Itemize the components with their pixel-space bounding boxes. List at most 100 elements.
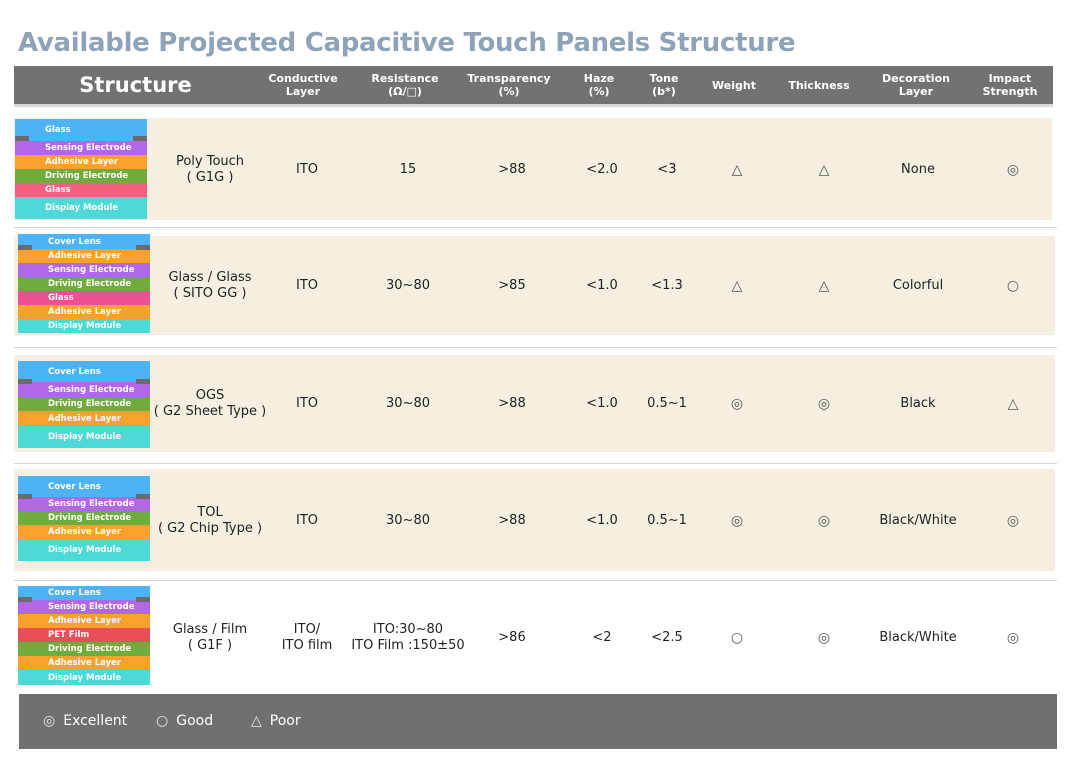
edge-mark-right <box>136 597 150 602</box>
cell-resistance: 15 <box>399 162 417 177</box>
header-decoration: Decoration Layer <box>882 72 950 98</box>
legend-good-label: Good <box>176 713 214 729</box>
cell-impact: ◎ <box>1006 513 1020 529</box>
edge-mark-right <box>133 136 147 141</box>
cell-weight: ○ <box>730 630 744 646</box>
cell-weight: △ <box>731 278 743 294</box>
edge-mark-right <box>136 379 150 384</box>
table-row <box>14 355 1055 452</box>
cell-tone: <3 <box>657 162 677 177</box>
header-transparency: Transparency (%) <box>467 72 551 98</box>
layer-stack-diagram: Cover Lens Sensing Electrode Driving Elect… <box>18 476 150 561</box>
layer-adhesive-layer: Adhesive Layer <box>15 155 147 169</box>
cell-name: OGS ( G2 Sheet Type ) <box>153 388 267 419</box>
layer-sensing-electrode: Sensing Electrode <box>15 141 147 155</box>
cell-tone: 0.5~1 <box>647 396 687 411</box>
cell-transparency: >85 <box>498 278 526 293</box>
layer-driving-electrode: Driving Electrode <box>18 397 150 411</box>
cell-name: Glass / Film ( G1F ) <box>172 622 248 653</box>
layer-driving-electrode: Driving Electrode <box>15 169 147 183</box>
cell-tone: <2.5 <box>651 630 683 645</box>
layer-cover-lens: Cover Lens <box>18 586 150 600</box>
header-resistance: Resistance (Ω/□) <box>371 72 439 98</box>
cell-decoration: Colorful <box>892 278 944 293</box>
cell-weight: △ <box>731 162 743 178</box>
layer-sensing-electrode: Sensing Electrode <box>18 382 150 397</box>
cell-transparency: >86 <box>498 630 526 645</box>
legend-excellent-label: Excellent <box>63 713 128 729</box>
layer-sensing-electrode: Sensing Electrode <box>18 600 150 614</box>
excellent-icon: ◎ <box>43 713 56 729</box>
cell-tone: <1.3 <box>651 278 683 293</box>
cell-conductive: ITO <box>295 278 319 293</box>
cell-decoration: Black/White <box>879 513 957 528</box>
layer-driving-electrode: Driving Electrode <box>18 511 150 525</box>
cell-resistance: 30~80 <box>386 278 430 293</box>
poor-icon: △ <box>251 713 262 729</box>
layer-adhesive-layer: Adhesive Layer <box>18 305 150 319</box>
header-conductive: Conductive Layer <box>268 72 338 98</box>
cell-thickness: ◎ <box>817 396 831 412</box>
layer-driving-electrode: Driving Electrode <box>18 642 150 656</box>
cell-thickness: △ <box>818 278 830 294</box>
cell-haze: <2.0 <box>586 162 618 177</box>
layer-display-module: Display Module <box>18 426 150 448</box>
row-divider <box>14 580 1057 581</box>
table-header: Structure Conductive Layer Resistance (Ω… <box>14 66 1053 107</box>
layer-cover-lens: Cover Lens <box>18 361 150 382</box>
layer-display-module: Display Module <box>15 197 147 219</box>
layer-cover-lens: Cover Lens <box>18 234 150 249</box>
cell-conductive: ITO <box>295 396 319 411</box>
cell-thickness: ◎ <box>817 513 831 529</box>
cell-haze: <1.0 <box>586 396 618 411</box>
layer-cover-lens: Cover Lens <box>18 476 150 497</box>
cell-haze: <1.0 <box>586 278 618 293</box>
layer-driving-electrode: Driving Electrode <box>18 277 150 291</box>
cell-thickness: ◎ <box>817 630 831 646</box>
edge-mark-left <box>18 494 32 499</box>
layer-stack-diagram: Glass Sensing Electrode Adhesive Layer Driv… <box>15 119 147 219</box>
layer-glass: Glass <box>18 291 150 305</box>
layer-adhesive-layer: Adhesive Layer <box>18 411 150 426</box>
cell-conductive: ITO <box>295 162 319 177</box>
row-divider <box>14 347 1057 348</box>
layer-adhesive-layer: Adhesive Layer <box>18 525 150 539</box>
table-row <box>14 469 1055 571</box>
layer-glass: Glass <box>15 183 147 197</box>
row-divider <box>14 463 1057 464</box>
cell-haze: <1.0 <box>586 513 618 528</box>
layer-display-module: Display Module <box>18 670 150 685</box>
edge-mark-left <box>18 379 32 384</box>
cell-transparency: >88 <box>498 162 526 177</box>
good-icon: ○ <box>156 713 169 729</box>
edge-mark-left <box>15 136 29 141</box>
cell-impact: ◎ <box>1006 162 1020 178</box>
legend-excellent: ◎ Excellent <box>43 713 127 729</box>
layer-stack-diagram: Cover Lens Sensing Electrode Driving Elect… <box>18 361 150 448</box>
cell-conductive: ITO <box>295 513 319 528</box>
layer-stack-diagram: Cover Lens Sensing Electrode Adhesive Laye… <box>18 586 150 685</box>
table-row <box>14 118 1052 220</box>
cell-decoration: None <box>901 162 935 177</box>
layer-pet-film: PET Film <box>18 628 150 642</box>
cell-resistance: 30~80 <box>386 513 430 528</box>
table-row <box>14 236 1055 335</box>
cell-haze: <2 <box>592 630 612 645</box>
legend-poor: △ Poor <box>251 713 301 729</box>
header-impact: Impact Strength <box>982 72 1038 98</box>
edge-mark-left <box>18 597 32 602</box>
edge-mark-right <box>136 245 150 250</box>
cell-resistance: ITO:30~80 ITO Film :150±50 <box>351 622 465 653</box>
legend-poor-label: Poor <box>269 713 301 729</box>
cell-impact: ◎ <box>1006 630 1020 646</box>
cell-name: TOL ( G2 Chip Type ) <box>157 505 263 536</box>
cell-weight: ◎ <box>730 396 744 412</box>
page-title: Available Projected Capacitive Touch Pan… <box>18 28 796 58</box>
cell-thickness: △ <box>818 162 830 178</box>
header-haze: Haze (%) <box>583 72 615 98</box>
cell-impact: ○ <box>1006 278 1020 294</box>
header-thickness: Thickness <box>788 78 850 92</box>
layer-glass: Glass <box>15 119 147 141</box>
legend-good: ○ Good <box>156 713 213 729</box>
cell-decoration: Black/White <box>879 630 957 645</box>
